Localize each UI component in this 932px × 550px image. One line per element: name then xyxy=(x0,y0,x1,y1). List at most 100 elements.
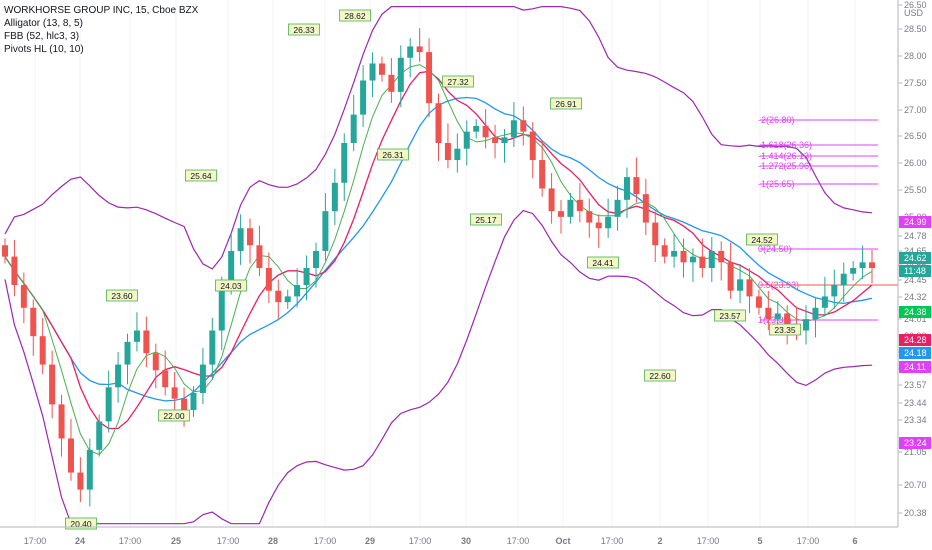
fib-label-0: -2(26.80) xyxy=(758,115,795,125)
candle-body-31 xyxy=(294,285,301,297)
pivot-label-9: 24.03 xyxy=(220,281,242,291)
candle-body-61 xyxy=(576,199,583,212)
price-tick-label-10: 24.65 xyxy=(904,246,927,256)
price-badge-label-4: 24.28 xyxy=(904,335,927,345)
candle-body-40 xyxy=(378,63,385,75)
price-badge-label-5: 24.18 xyxy=(904,348,927,358)
price-badge-0 xyxy=(899,216,931,228)
candle-body-13 xyxy=(124,341,131,365)
time-label-0: 17:00 xyxy=(24,536,47,546)
price-tick-label-13: 24.32 xyxy=(904,292,927,302)
candle-body-83 xyxy=(784,313,791,325)
candle-body-2 xyxy=(20,285,27,308)
pivot-box-4 xyxy=(185,169,217,182)
fib-label-5: 0(24.50) xyxy=(758,244,792,254)
candle-body-3 xyxy=(30,307,37,337)
candle-body-17 xyxy=(162,370,169,388)
candle-body-10 xyxy=(96,421,103,450)
candle-body-34 xyxy=(322,211,329,251)
time-label-17: 6 xyxy=(852,536,857,546)
candle-body-14 xyxy=(133,330,140,342)
candle-body-46 xyxy=(435,103,442,143)
candle-body-32 xyxy=(303,268,310,286)
currency-label: USD xyxy=(904,8,924,18)
candle-body-9 xyxy=(86,449,93,490)
time-label-10: 17:00 xyxy=(507,536,530,546)
fib-label-1: -1.618(26.36) xyxy=(758,140,812,150)
candle-body-74 xyxy=(699,256,706,268)
candle-body-58 xyxy=(548,188,555,212)
time-axis[interactable]: 17:00 24 17:00 25 17:00 28 17:00 29 17:00 30 17:00… xyxy=(0,526,898,546)
time-label-3: 25 xyxy=(171,536,181,546)
candle-body-64 xyxy=(605,216,612,229)
price-badge-label-1: 24.62 xyxy=(904,253,927,263)
price-tick-label-22: 20.70 xyxy=(904,480,927,490)
candle-body-36 xyxy=(341,143,348,183)
pivot-box-2 xyxy=(442,75,474,88)
time-label-16: 17:00 xyxy=(797,536,820,546)
price-tick-label-20: 23.34 xyxy=(904,415,927,425)
candle-body-86 xyxy=(812,307,819,320)
candle-body-42 xyxy=(397,57,404,92)
pivot-box-0 xyxy=(339,9,371,22)
pivot-label-13: 23.35 xyxy=(774,325,796,335)
time-label-13: 2 xyxy=(657,536,662,546)
pivot-labels: 28.62 26.33 27.32 26.91 25.64 23.60 26.31 25.17… xyxy=(65,9,801,530)
candle-body-80 xyxy=(755,296,762,308)
fib-label-4: -1(25.65) xyxy=(758,179,795,189)
price-badge-label-6: 24.11 xyxy=(904,362,926,372)
price-tick-label-18: 23.57 xyxy=(904,380,927,390)
candle-body-66 xyxy=(623,177,630,200)
pivot-label-15: 20.40 xyxy=(70,519,92,529)
time-label-11: Oct xyxy=(555,536,570,546)
candle-body-41 xyxy=(388,74,395,92)
indicator-alligator[interactable]: Alligator (13, 8, 5) xyxy=(4,18,83,29)
pivot-box-7 xyxy=(470,213,502,226)
indicator-fbb[interactable]: FBB (52, hlc3, 3) xyxy=(4,31,80,42)
pivot-box-11 xyxy=(158,409,190,422)
price-badge-1 xyxy=(899,252,931,264)
time-label-8: 17:00 xyxy=(409,536,432,546)
candle-body-87 xyxy=(821,296,828,308)
candle-body-91 xyxy=(859,262,866,268)
candle-body-76 xyxy=(718,250,725,263)
candle-body-49 xyxy=(463,131,470,149)
candle-body-30 xyxy=(284,296,291,303)
candle-body-70 xyxy=(661,245,668,257)
candle-body-20 xyxy=(190,393,197,411)
price-tick-label-12: 24.45 xyxy=(904,275,927,285)
candle-body-88 xyxy=(831,285,838,297)
pivot-label-3: 26.91 xyxy=(555,99,577,109)
pivot-box-3 xyxy=(550,97,582,110)
candle-body-11 xyxy=(105,387,112,422)
pivot-box-9 xyxy=(215,279,247,292)
fibonacci-levels: -2(26.80) -1.618(26.36)-1.414(26.13)-1.27… xyxy=(758,115,898,325)
candle-body-50 xyxy=(473,125,480,132)
candle-body-26 xyxy=(247,228,254,246)
time-label-12: 17:00 xyxy=(601,536,624,546)
pivot-box-1 xyxy=(288,23,320,36)
candle-body-25 xyxy=(237,228,244,251)
candle-body-75 xyxy=(708,250,715,268)
candle-body-65 xyxy=(614,199,621,217)
price-tick-label-14: 24.01 xyxy=(904,314,927,324)
candle-body-73 xyxy=(689,256,696,263)
candle-body-67 xyxy=(633,177,640,195)
candle-body-29 xyxy=(275,290,282,303)
price-tick-label-5: 26.50 xyxy=(904,131,927,141)
indicator-pivots[interactable]: Pivots HL (10, 10) xyxy=(4,44,84,55)
pivot-box-5 xyxy=(106,289,138,302)
candle-body-45 xyxy=(426,52,433,104)
price-badge-7 xyxy=(899,437,931,449)
time-label-1: 24 xyxy=(75,536,85,546)
candle-body-78 xyxy=(737,279,744,291)
candle-body-44 xyxy=(416,46,423,53)
price-tick-label-0: 26.50 xyxy=(904,0,927,10)
price-tick-label-21: 21.05 xyxy=(904,447,927,457)
pivot-label-14: 22.60 xyxy=(649,371,671,381)
candle-body-79 xyxy=(746,279,753,297)
candle-body-12 xyxy=(115,364,122,388)
candle-body-4 xyxy=(39,336,46,365)
price-axis[interactable]: 26.50 28.50 28.00 27.50 27.00 26.50 26.00 25.50… xyxy=(897,0,932,550)
